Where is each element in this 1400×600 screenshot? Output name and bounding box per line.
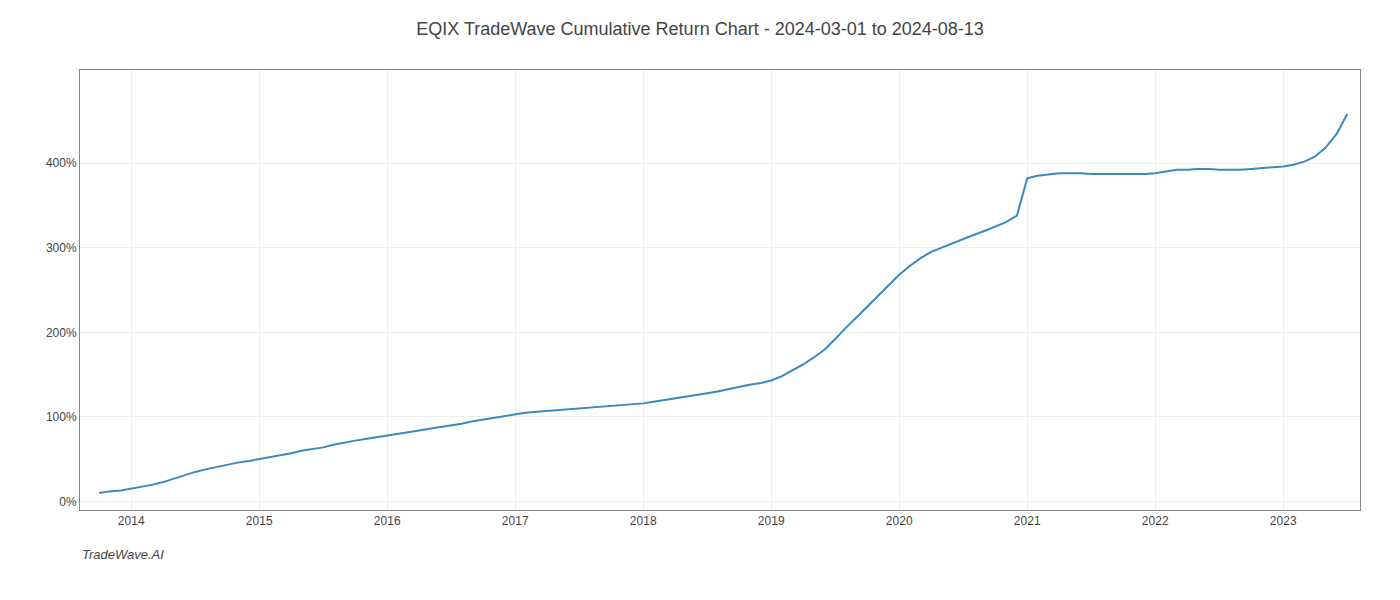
svg-text:2023: 2023 <box>1270 514 1297 528</box>
svg-text:2018: 2018 <box>630 514 657 528</box>
svg-text:TradeWave.AI: TradeWave.AI <box>82 547 164 562</box>
svg-text:2017: 2017 <box>502 514 529 528</box>
svg-text:2014: 2014 <box>118 514 145 528</box>
svg-text:0%: 0% <box>59 495 77 509</box>
svg-text:100%: 100% <box>46 410 77 424</box>
svg-text:400%: 400% <box>46 156 77 170</box>
svg-text:200%: 200% <box>46 326 77 340</box>
svg-text:2016: 2016 <box>374 514 401 528</box>
svg-text:300%: 300% <box>46 241 77 255</box>
svg-text:2022: 2022 <box>1142 514 1169 528</box>
svg-text:2015: 2015 <box>246 514 273 528</box>
svg-text:2019: 2019 <box>758 514 785 528</box>
svg-text:EQIX TradeWave Cumulative Retu: EQIX TradeWave Cumulative Return Chart -… <box>416 19 984 39</box>
svg-text:2021: 2021 <box>1014 514 1041 528</box>
svg-text:2020: 2020 <box>886 514 913 528</box>
